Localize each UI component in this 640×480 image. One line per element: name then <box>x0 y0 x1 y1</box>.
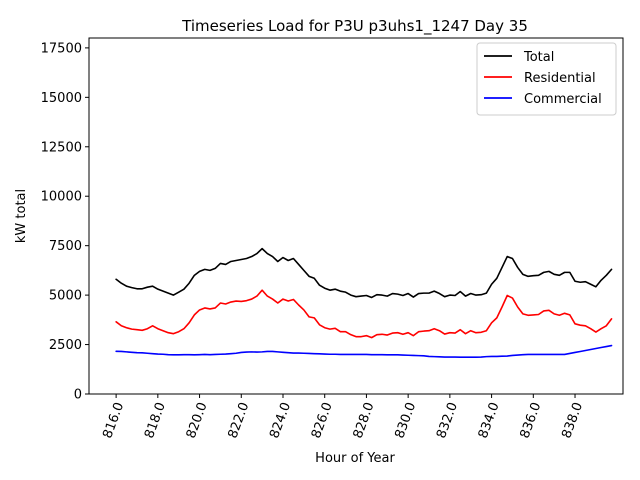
y-tick-label: 17500 <box>41 41 82 56</box>
series-layer <box>115 247 613 359</box>
legend-label-commercial: Commercial <box>524 92 602 107</box>
y-axis: 0 2500 5000 7500 10000 12500 15000 17500 <box>41 41 89 403</box>
y-axis-title: kW total <box>14 189 29 243</box>
legend-label-total: Total <box>523 50 554 65</box>
y-tick-label: 10000 <box>41 190 82 205</box>
chart-title: Timeseries Load for P3U p3uhs1_1247 Day … <box>181 17 528 36</box>
series-line-residential <box>115 289 613 339</box>
series-line-commercial <box>115 344 613 359</box>
y-tick-label: 2500 <box>49 338 82 353</box>
x-axis-title: Hour of Year <box>315 451 395 466</box>
series-line-total <box>115 247 613 299</box>
plot-frame <box>88 37 624 395</box>
y-tick-label: 7500 <box>49 239 82 254</box>
legend-box <box>476 42 617 116</box>
y-tick-label: 15000 <box>41 91 82 106</box>
y-tick-label: 5000 <box>49 289 82 304</box>
legend: Total Residential Commercial <box>476 42 617 116</box>
legend-label-residential: Residential <box>524 71 596 86</box>
y-tick-label: 0 <box>74 388 82 403</box>
y-tick-label: 12500 <box>41 140 82 155</box>
plot-area <box>88 37 624 395</box>
